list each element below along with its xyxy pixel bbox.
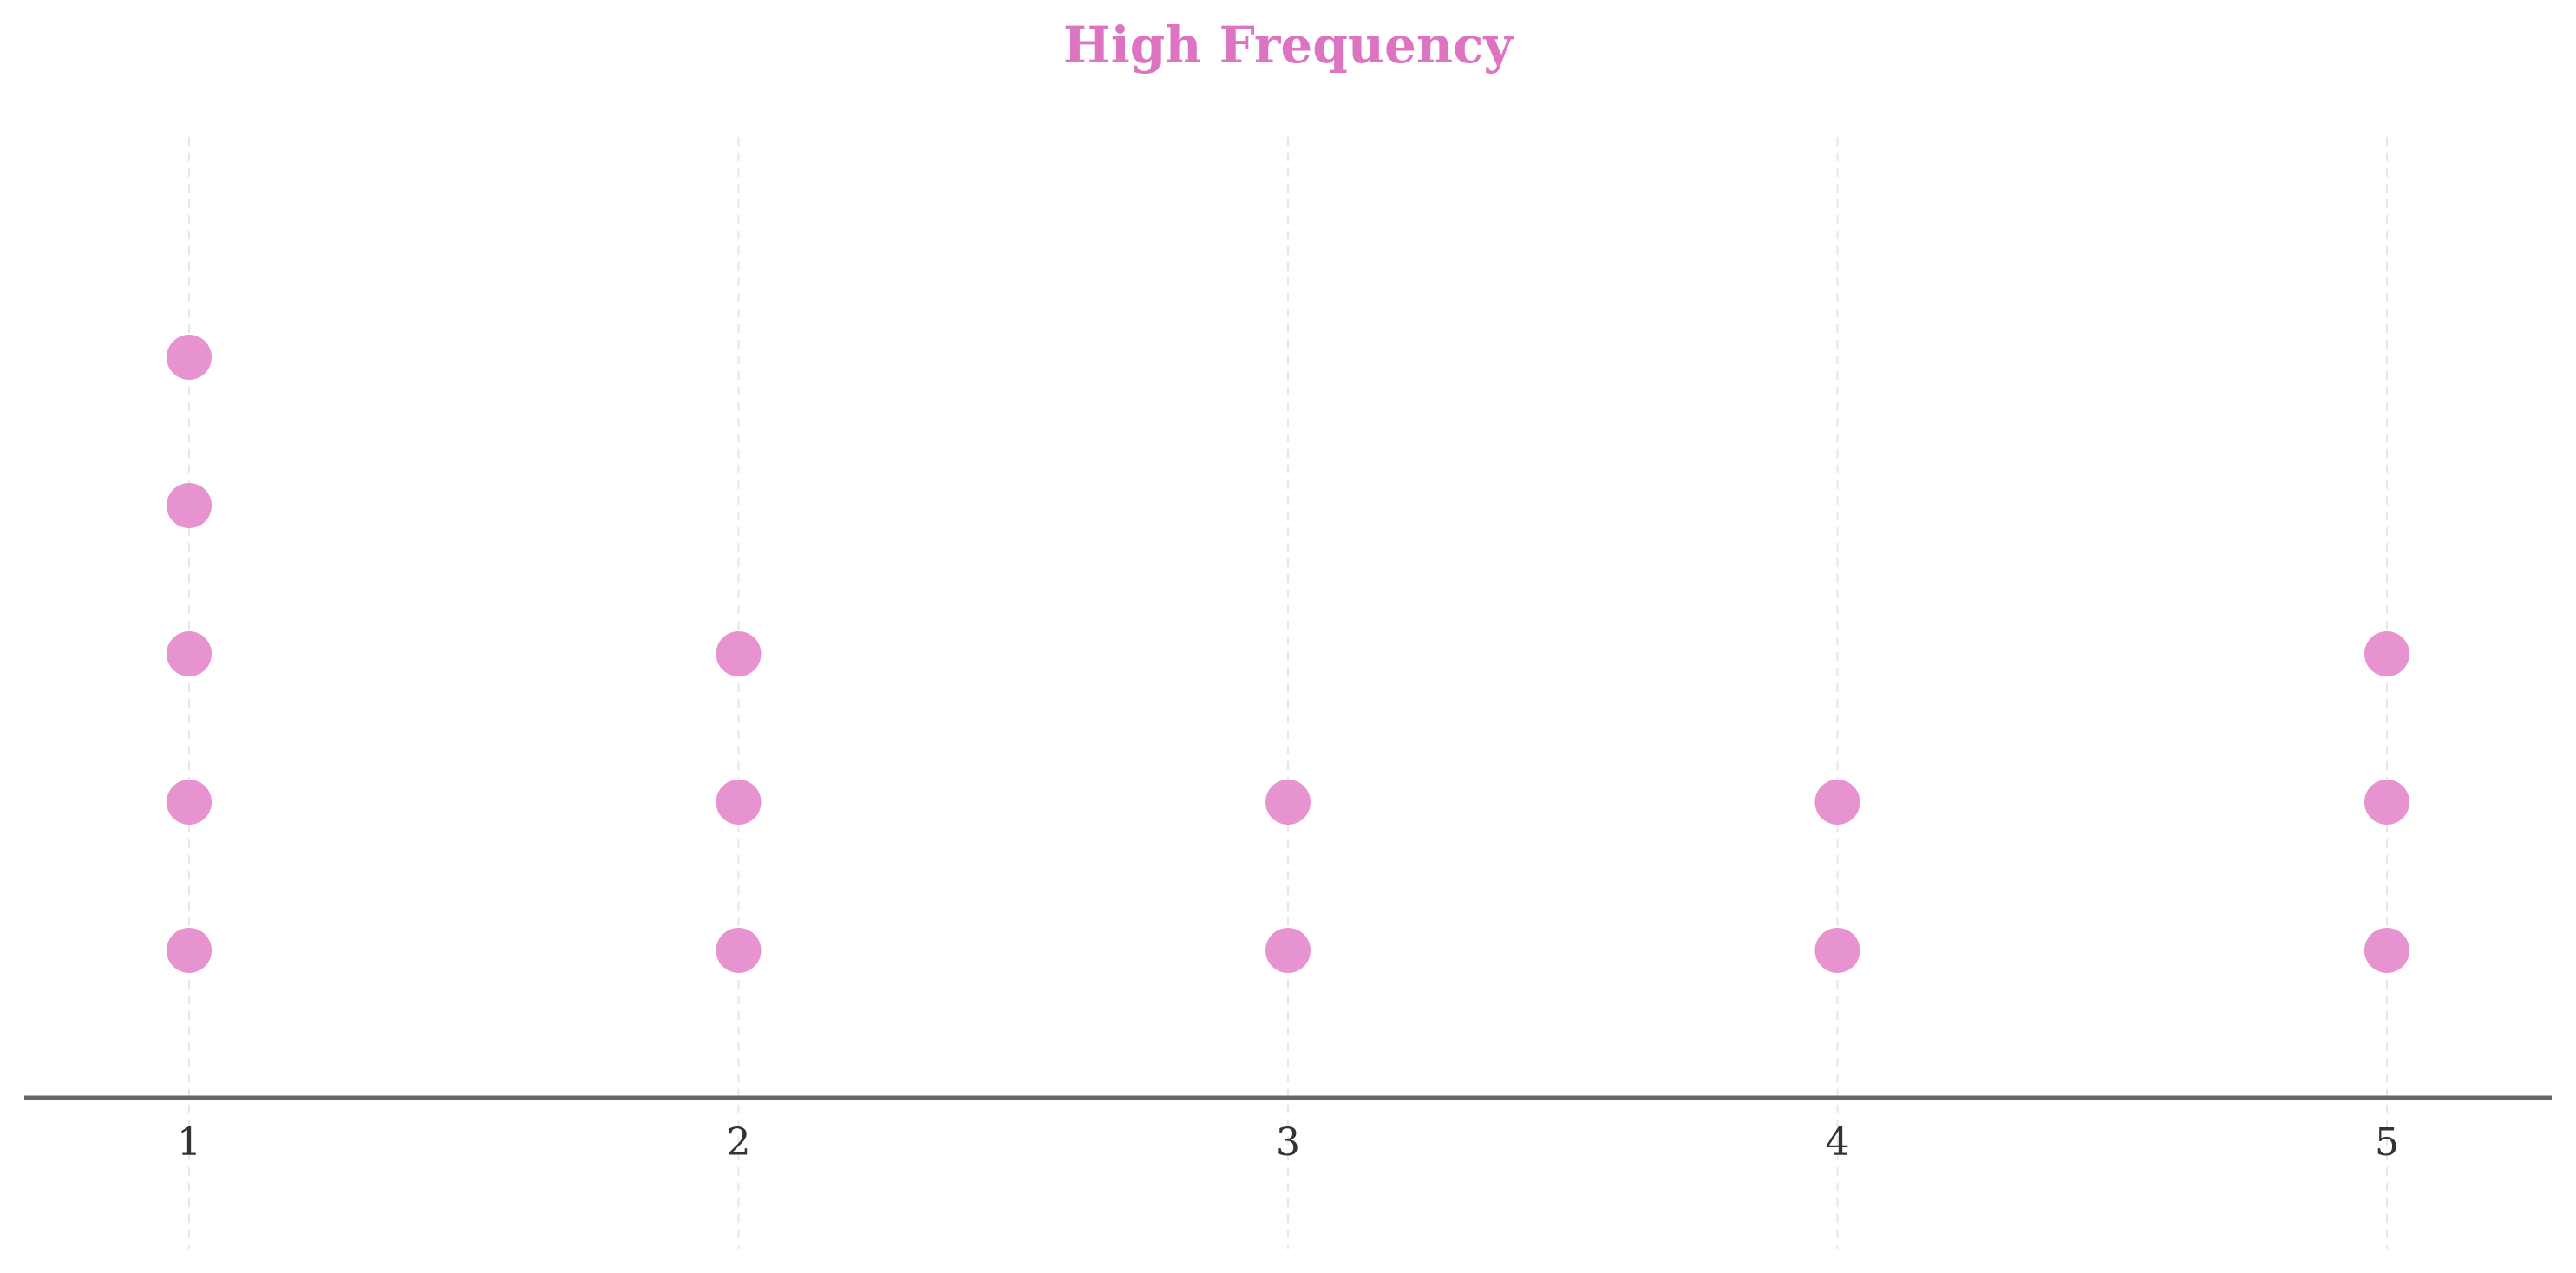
data-dot — [1814, 928, 1860, 973]
data-dot — [1265, 780, 1311, 825]
data-dot — [167, 631, 212, 676]
chart-title: High Frequency — [1063, 16, 1514, 75]
data-dot — [2364, 780, 2409, 825]
x-tick-label: 5 — [2375, 1120, 2399, 1165]
data-dot — [716, 780, 762, 825]
gridlines — [188, 137, 2388, 1249]
dots — [167, 335, 2409, 973]
data-dot — [167, 483, 212, 528]
data-dot — [2364, 631, 2409, 676]
data-dot — [716, 631, 762, 676]
x-tick-label: 2 — [727, 1120, 751, 1165]
x-tick-label: 4 — [1825, 1120, 1849, 1165]
x-tick-label: 3 — [1276, 1120, 1300, 1165]
data-dot — [716, 928, 762, 973]
data-dot — [1265, 928, 1311, 973]
data-dot — [167, 928, 212, 973]
data-dot — [167, 335, 212, 380]
data-dot — [1814, 780, 1860, 825]
data-dot — [167, 780, 212, 825]
data-dot — [2364, 928, 2409, 973]
x-tick-label: 1 — [177, 1120, 201, 1165]
x-axis-ticks: 1 2 3 4 5 — [177, 1120, 2399, 1165]
